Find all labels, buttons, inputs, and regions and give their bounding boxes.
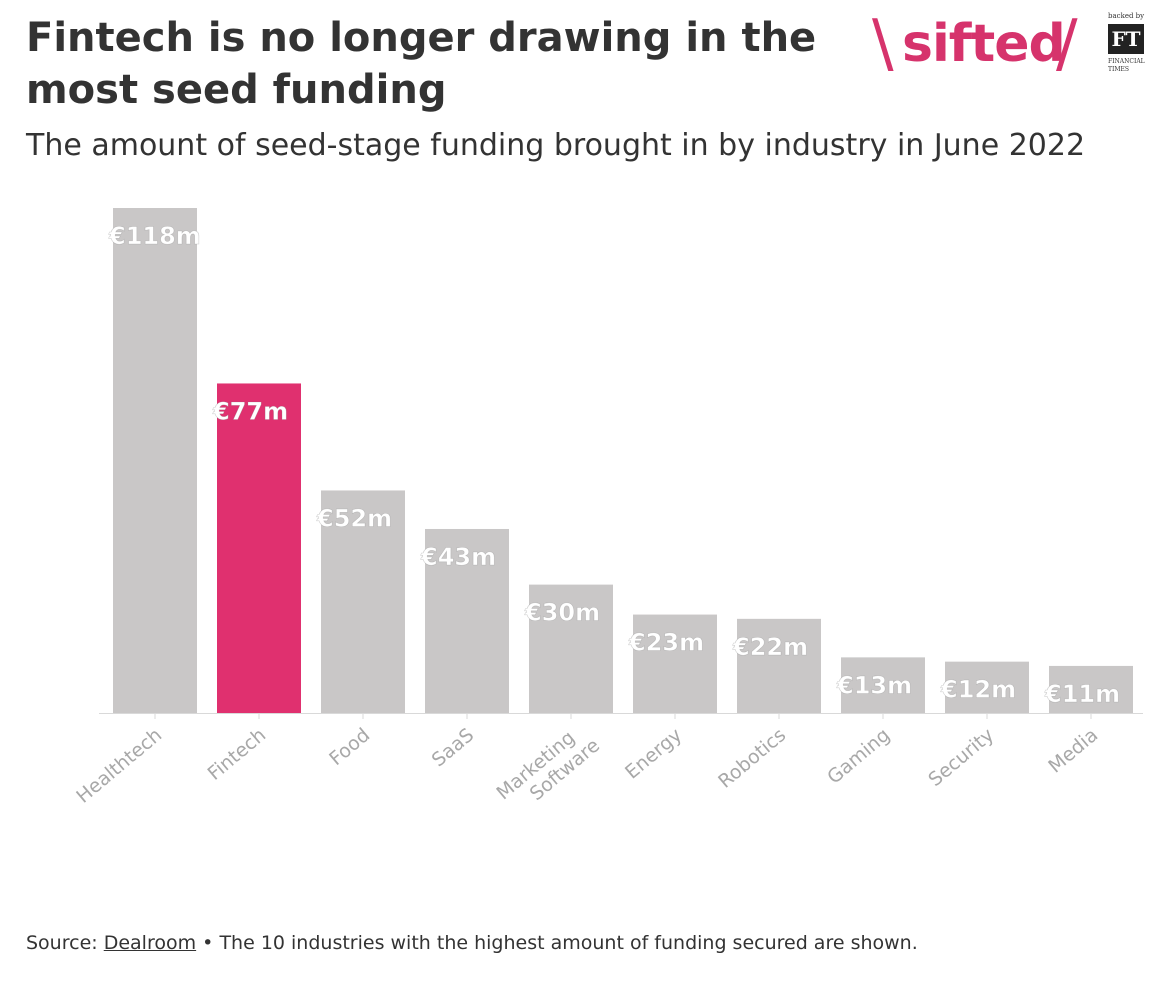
data-label: €12m	[940, 676, 1016, 704]
data-label: €52m	[316, 504, 392, 532]
bar-robotics	[737, 618, 821, 713]
data-label: €11m	[1044, 680, 1120, 708]
category-label: SaaS	[428, 724, 478, 771]
bar-food	[321, 490, 405, 713]
data-label: €13m	[836, 671, 912, 699]
ft-name-line1: FINANCIAL	[1108, 58, 1145, 65]
category-label: Fintech	[204, 724, 271, 785]
category-label: Security	[924, 724, 998, 791]
data-label: €30m	[524, 599, 600, 627]
source-separator: •	[202, 932, 214, 954]
category-label: Energy	[621, 724, 686, 784]
bar-saas	[425, 528, 509, 713]
source-label: Source:	[26, 932, 98, 954]
source-footer: Source: Dealroom • The 10 industries wit…	[26, 932, 918, 954]
bar-energy	[633, 614, 717, 713]
chart-subtitle: The amount of seed-stage funding brought…	[26, 128, 1086, 163]
logo-right-slash: /	[1056, 7, 1078, 81]
category-label: Healthtech	[72, 724, 166, 808]
source-link[interactable]: Dealroom	[103, 932, 197, 954]
bar-media	[1049, 665, 1133, 713]
category-label: Gaming	[823, 724, 894, 789]
logo-left-slash: \	[872, 7, 894, 81]
bar-chart: €118m Healthtech €77m Fintech €52m Food €43m Sa…	[72, 208, 1143, 822]
data-label: €23m	[628, 629, 704, 657]
chart-title: Fintech is no longer drawing in the most…	[26, 15, 817, 113]
ft-name-line2: TIMES	[1108, 66, 1130, 73]
category-label: MarketingSoftware	[492, 718, 604, 822]
sifted-logo[interactable]: \ sifted / backed by FT FINANCIAL TIMES	[868, 8, 1158, 88]
category-label: Robotics	[714, 724, 790, 793]
data-label: €43m	[420, 543, 496, 571]
bar-security	[945, 661, 1029, 713]
bar-marketing-software	[529, 584, 613, 713]
ft-logo: FT	[1108, 24, 1144, 54]
data-label: €22m	[732, 633, 808, 661]
source-note: The 10 industries with the highest amoun…	[219, 932, 918, 954]
bar-healthtech	[113, 208, 197, 713]
data-label: €118m	[108, 222, 201, 250]
backed-by-label: backed by	[1108, 12, 1145, 20]
category-label: Food	[325, 724, 374, 770]
data-label: €77m	[212, 397, 288, 425]
category-label: Media	[1044, 724, 1102, 778]
bar-gaming	[841, 657, 925, 713]
ft-name: FINANCIAL TIMES	[1108, 58, 1148, 74]
logo-wordmark: sifted	[902, 14, 1066, 74]
bar-fintech	[217, 383, 301, 713]
